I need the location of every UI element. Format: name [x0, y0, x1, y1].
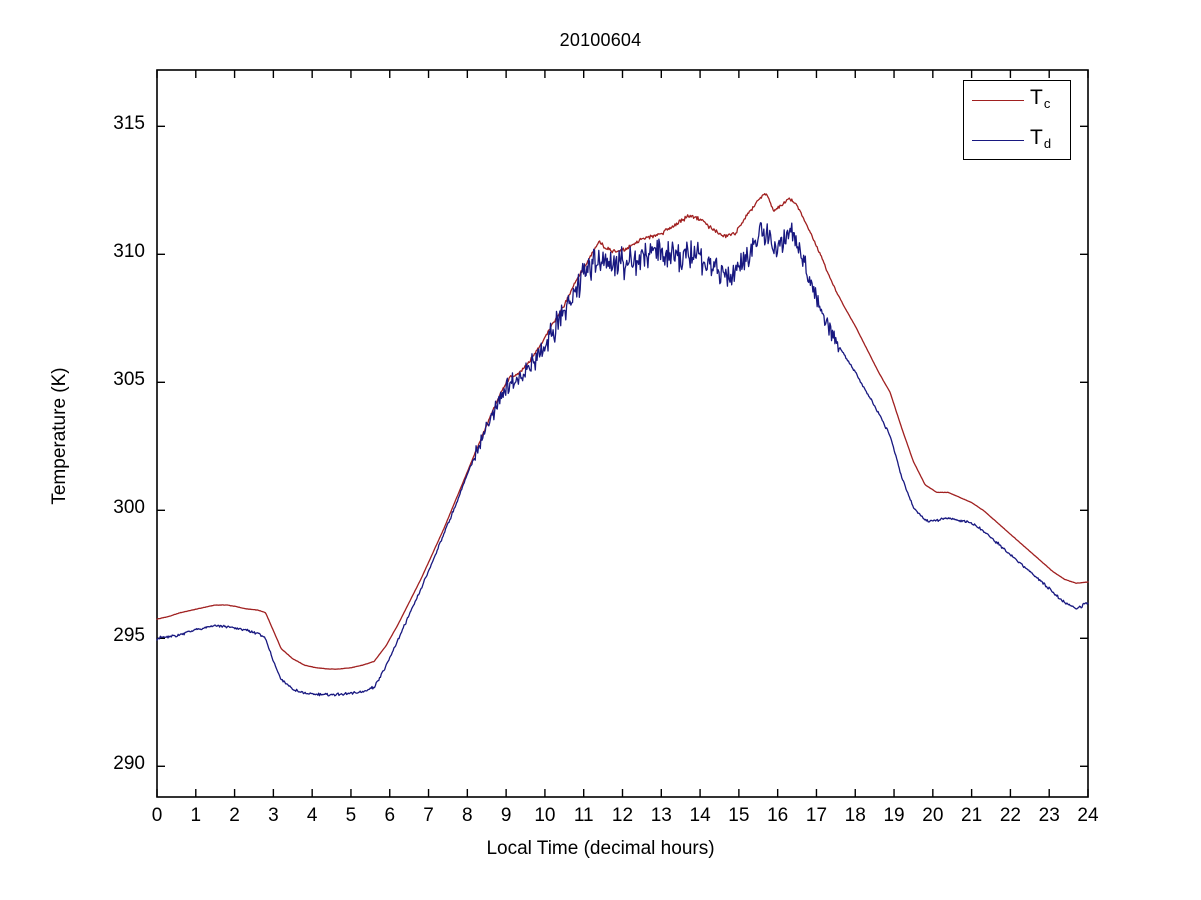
legend[interactable]: Tc Td: [963, 80, 1071, 160]
x-tick-label: 12: [611, 805, 634, 826]
x-tick-label: 3: [268, 805, 279, 826]
legend-entry-tc[interactable]: Tc: [964, 81, 1072, 121]
legend-label: Tc: [1030, 86, 1051, 111]
series-line-td: [156, 222, 1089, 697]
x-tick-label: 9: [500, 805, 512, 826]
y-tick-label: 290: [113, 753, 145, 775]
legend-label-base: T: [1030, 126, 1043, 149]
series-line-tc: [156, 193, 1089, 670]
x-tick-label: 7: [423, 805, 434, 826]
x-tick-label: 11: [573, 805, 594, 826]
axes-box: [156, 69, 1089, 798]
legend-label-subscript: c: [1043, 96, 1051, 111]
x-tick-label: 13: [650, 805, 672, 826]
x-tick-label: 16: [767, 805, 789, 826]
legend-label-subscript: d: [1043, 136, 1052, 151]
x-tick-label: 22: [999, 805, 1021, 826]
x-tick-label: 10: [534, 805, 556, 826]
x-tick-label: 4: [306, 805, 318, 826]
x-tick-label: 2: [229, 805, 240, 826]
x-tick-label: 15: [728, 805, 750, 826]
y-tick-label: 295: [113, 625, 145, 647]
legend-label: Td: [1030, 126, 1052, 151]
x-axis-label: Local Time (decimal hours): [486, 838, 715, 859]
x-tick-label: 5: [345, 805, 357, 826]
x-tick-label: 14: [689, 805, 711, 826]
x-tick-label: 1: [190, 805, 202, 826]
x-tick-label: 6: [384, 805, 396, 826]
y-tick-label: 315: [113, 113, 145, 135]
legend-swatch-line: [972, 100, 1024, 101]
legend-swatch-line: [972, 140, 1024, 141]
axis-ticks: [156, 70, 1089, 797]
chart-title: 20100604: [559, 30, 642, 50]
legend-entry-td[interactable]: Td: [964, 121, 1072, 161]
x-tick-label: 20: [922, 805, 944, 826]
x-tick-label: 24: [1077, 805, 1099, 826]
y-tick-label: 305: [113, 369, 145, 391]
x-tick-label: 17: [805, 805, 828, 826]
x-tick-label: 8: [462, 805, 473, 826]
x-tick-label: 18: [844, 805, 866, 826]
x-tick-label: 23: [1038, 805, 1060, 826]
x-tick-label: 21: [961, 805, 983, 826]
y-tick-label: 310: [113, 241, 145, 263]
legend-label-base: T: [1030, 86, 1043, 109]
x-tick-label: 0: [151, 805, 163, 826]
y-tick-label: 300: [113, 497, 145, 519]
data-series-group: [156, 193, 1089, 697]
x-tick-label: 19: [883, 805, 905, 826]
